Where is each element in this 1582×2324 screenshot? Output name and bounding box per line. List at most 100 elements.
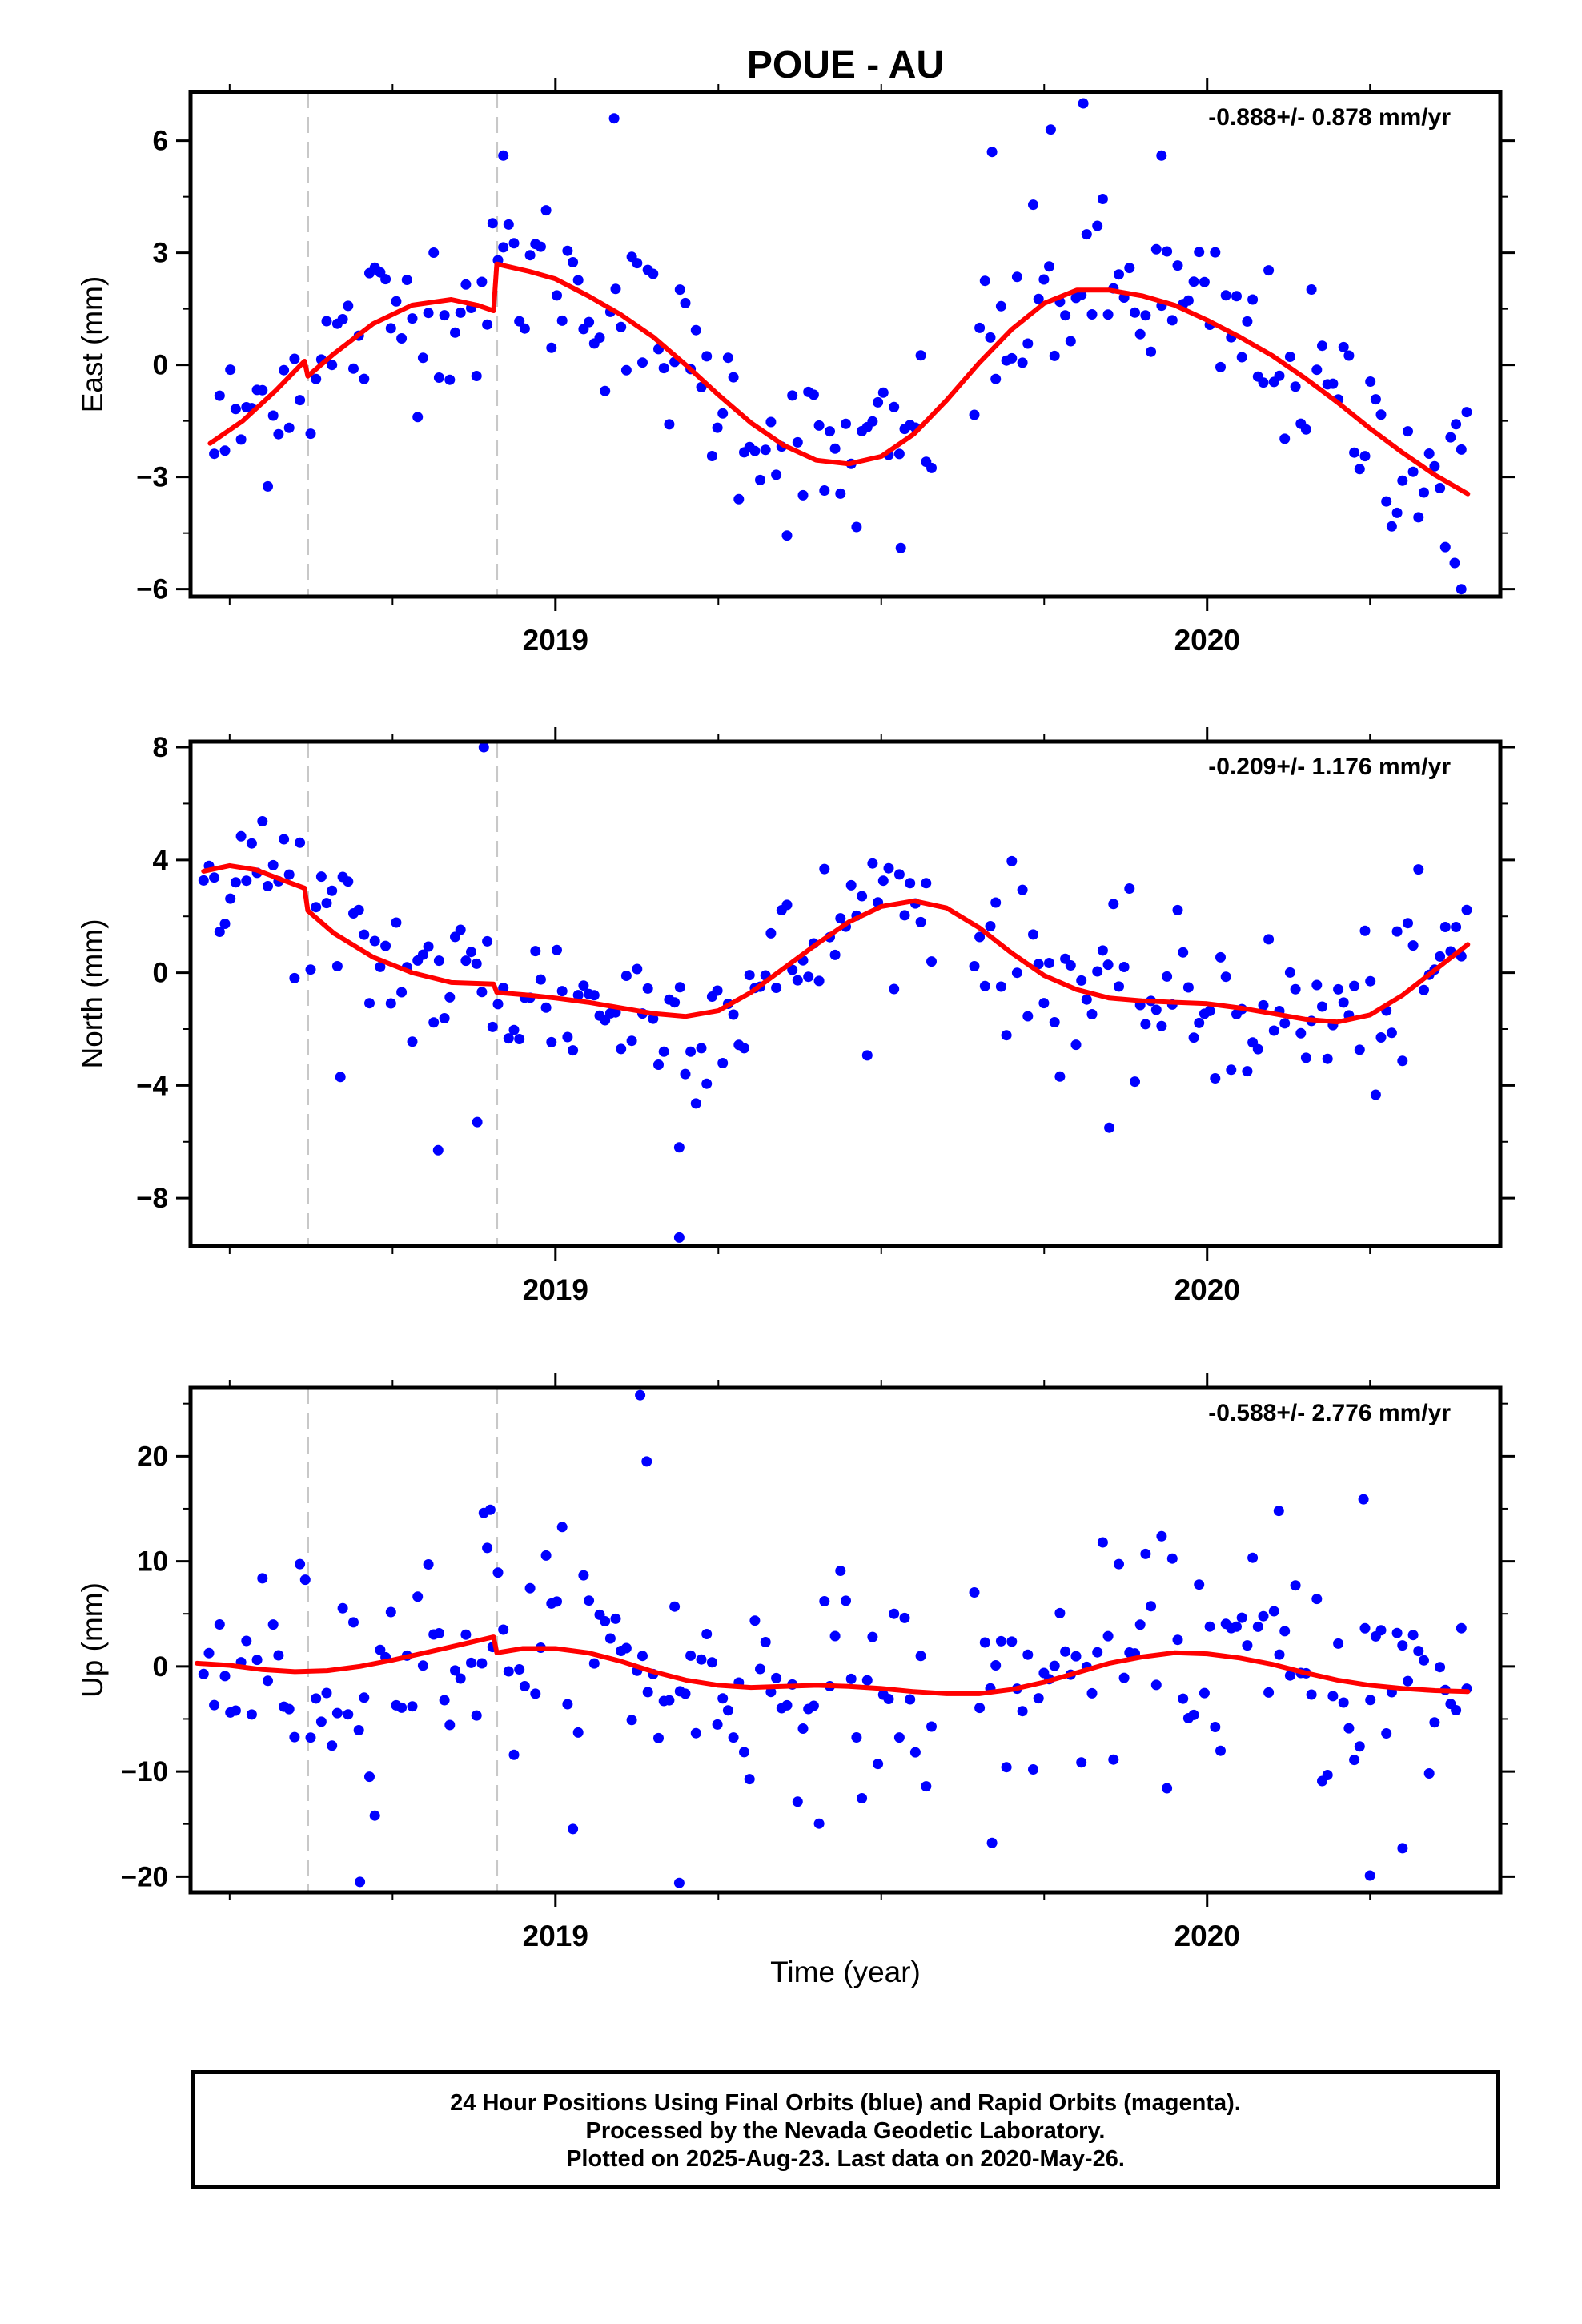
y-tick-label: 0 xyxy=(153,350,168,381)
data-point xyxy=(604,1633,616,1644)
data-point xyxy=(251,1655,263,1666)
data-point xyxy=(1210,1722,1221,1732)
data-point xyxy=(813,975,825,987)
data-point xyxy=(1162,1783,1173,1794)
data-point xyxy=(1359,925,1371,936)
data-point xyxy=(1194,247,1205,258)
data-point xyxy=(1413,512,1424,523)
data-point xyxy=(1044,261,1054,272)
data-point xyxy=(235,434,247,445)
data-point xyxy=(1322,1770,1333,1780)
data-point xyxy=(1017,884,1028,895)
data-point xyxy=(1086,1009,1098,1019)
data-point xyxy=(835,1566,846,1576)
data-point xyxy=(214,927,225,937)
data-point xyxy=(412,1591,424,1602)
data-point xyxy=(1022,338,1034,349)
data-point xyxy=(787,964,798,975)
data-point-outlier xyxy=(641,1456,652,1467)
data-point xyxy=(1242,1066,1253,1077)
data-point xyxy=(369,935,380,947)
data-point xyxy=(1150,243,1162,255)
data-point xyxy=(1370,1089,1381,1100)
panel-frame xyxy=(188,1385,1503,1895)
data-point xyxy=(305,1732,316,1743)
data-point xyxy=(433,372,444,383)
data-point xyxy=(1130,307,1140,318)
data-point xyxy=(883,862,894,874)
data-point xyxy=(696,1654,707,1665)
x-tick-label: 2020 xyxy=(1174,1273,1240,1306)
data-point xyxy=(690,1727,701,1739)
data-point xyxy=(1102,1630,1114,1642)
y-axis-label: North (mm) xyxy=(76,919,109,1068)
data-point xyxy=(1220,290,1231,301)
data-point xyxy=(857,891,868,902)
data-point xyxy=(401,275,412,285)
data-point xyxy=(899,1612,910,1623)
data-point xyxy=(315,1716,327,1727)
data-point xyxy=(1033,959,1044,970)
data-point xyxy=(283,1703,295,1715)
data-point xyxy=(1220,971,1231,983)
data-point xyxy=(503,1033,514,1044)
data-point xyxy=(1172,904,1183,915)
data-point xyxy=(1290,1580,1301,1591)
data-point-outlier xyxy=(472,1116,483,1128)
data-point xyxy=(1306,1689,1317,1700)
data-point xyxy=(327,1740,338,1751)
data-point-outlier xyxy=(1364,1870,1375,1881)
data-point xyxy=(568,1045,579,1056)
data-point xyxy=(771,469,782,480)
data-point xyxy=(926,462,937,473)
data-point xyxy=(1156,1020,1167,1031)
data-point xyxy=(230,1705,241,1716)
data-point xyxy=(974,931,986,943)
data-point xyxy=(305,428,316,440)
panel-up: −20 −10 0 10 20 2019 2020 Up (mm) -0.588+/- 2.77… xyxy=(76,1373,1515,1952)
data-point xyxy=(803,971,814,983)
data-point xyxy=(289,1731,300,1743)
data-point xyxy=(1236,1612,1247,1623)
data-point xyxy=(315,871,327,883)
data-point xyxy=(353,904,364,915)
data-point xyxy=(1022,1649,1034,1660)
data-point xyxy=(364,998,375,1009)
data-point xyxy=(841,1595,851,1606)
data-point xyxy=(995,300,1006,312)
data-point-outlier xyxy=(1078,98,1089,109)
data-point xyxy=(1247,294,1259,305)
data-point xyxy=(219,445,231,456)
data-point xyxy=(1049,1660,1060,1671)
data-point xyxy=(861,1050,873,1061)
data-point xyxy=(722,1705,733,1716)
data-point xyxy=(321,898,332,909)
data-point xyxy=(819,485,830,496)
data-point xyxy=(1451,1705,1462,1715)
model-offset-step xyxy=(302,360,311,377)
data-point xyxy=(1407,940,1419,951)
data-point xyxy=(829,443,841,454)
data-point xyxy=(1006,1636,1018,1647)
panel-frame xyxy=(188,739,1503,1248)
data-point xyxy=(1423,448,1435,459)
data-point xyxy=(444,374,456,385)
data-point xyxy=(1215,361,1226,372)
data-point xyxy=(1397,1640,1408,1651)
data-point xyxy=(359,1692,370,1703)
y-axis-label: Up (mm) xyxy=(76,1582,109,1698)
data-point xyxy=(685,1046,697,1057)
data-point xyxy=(674,982,685,993)
data-point xyxy=(578,1570,589,1581)
data-point xyxy=(979,980,990,991)
data-point xyxy=(385,1606,396,1618)
data-point xyxy=(701,1629,713,1639)
data-point xyxy=(717,1693,729,1704)
data-point xyxy=(712,1719,723,1730)
data-point xyxy=(889,1608,900,1619)
data-point xyxy=(519,323,530,334)
data-point xyxy=(556,315,568,326)
data-point xyxy=(246,838,257,849)
data-point xyxy=(321,1687,332,1699)
data-point xyxy=(680,1068,691,1080)
